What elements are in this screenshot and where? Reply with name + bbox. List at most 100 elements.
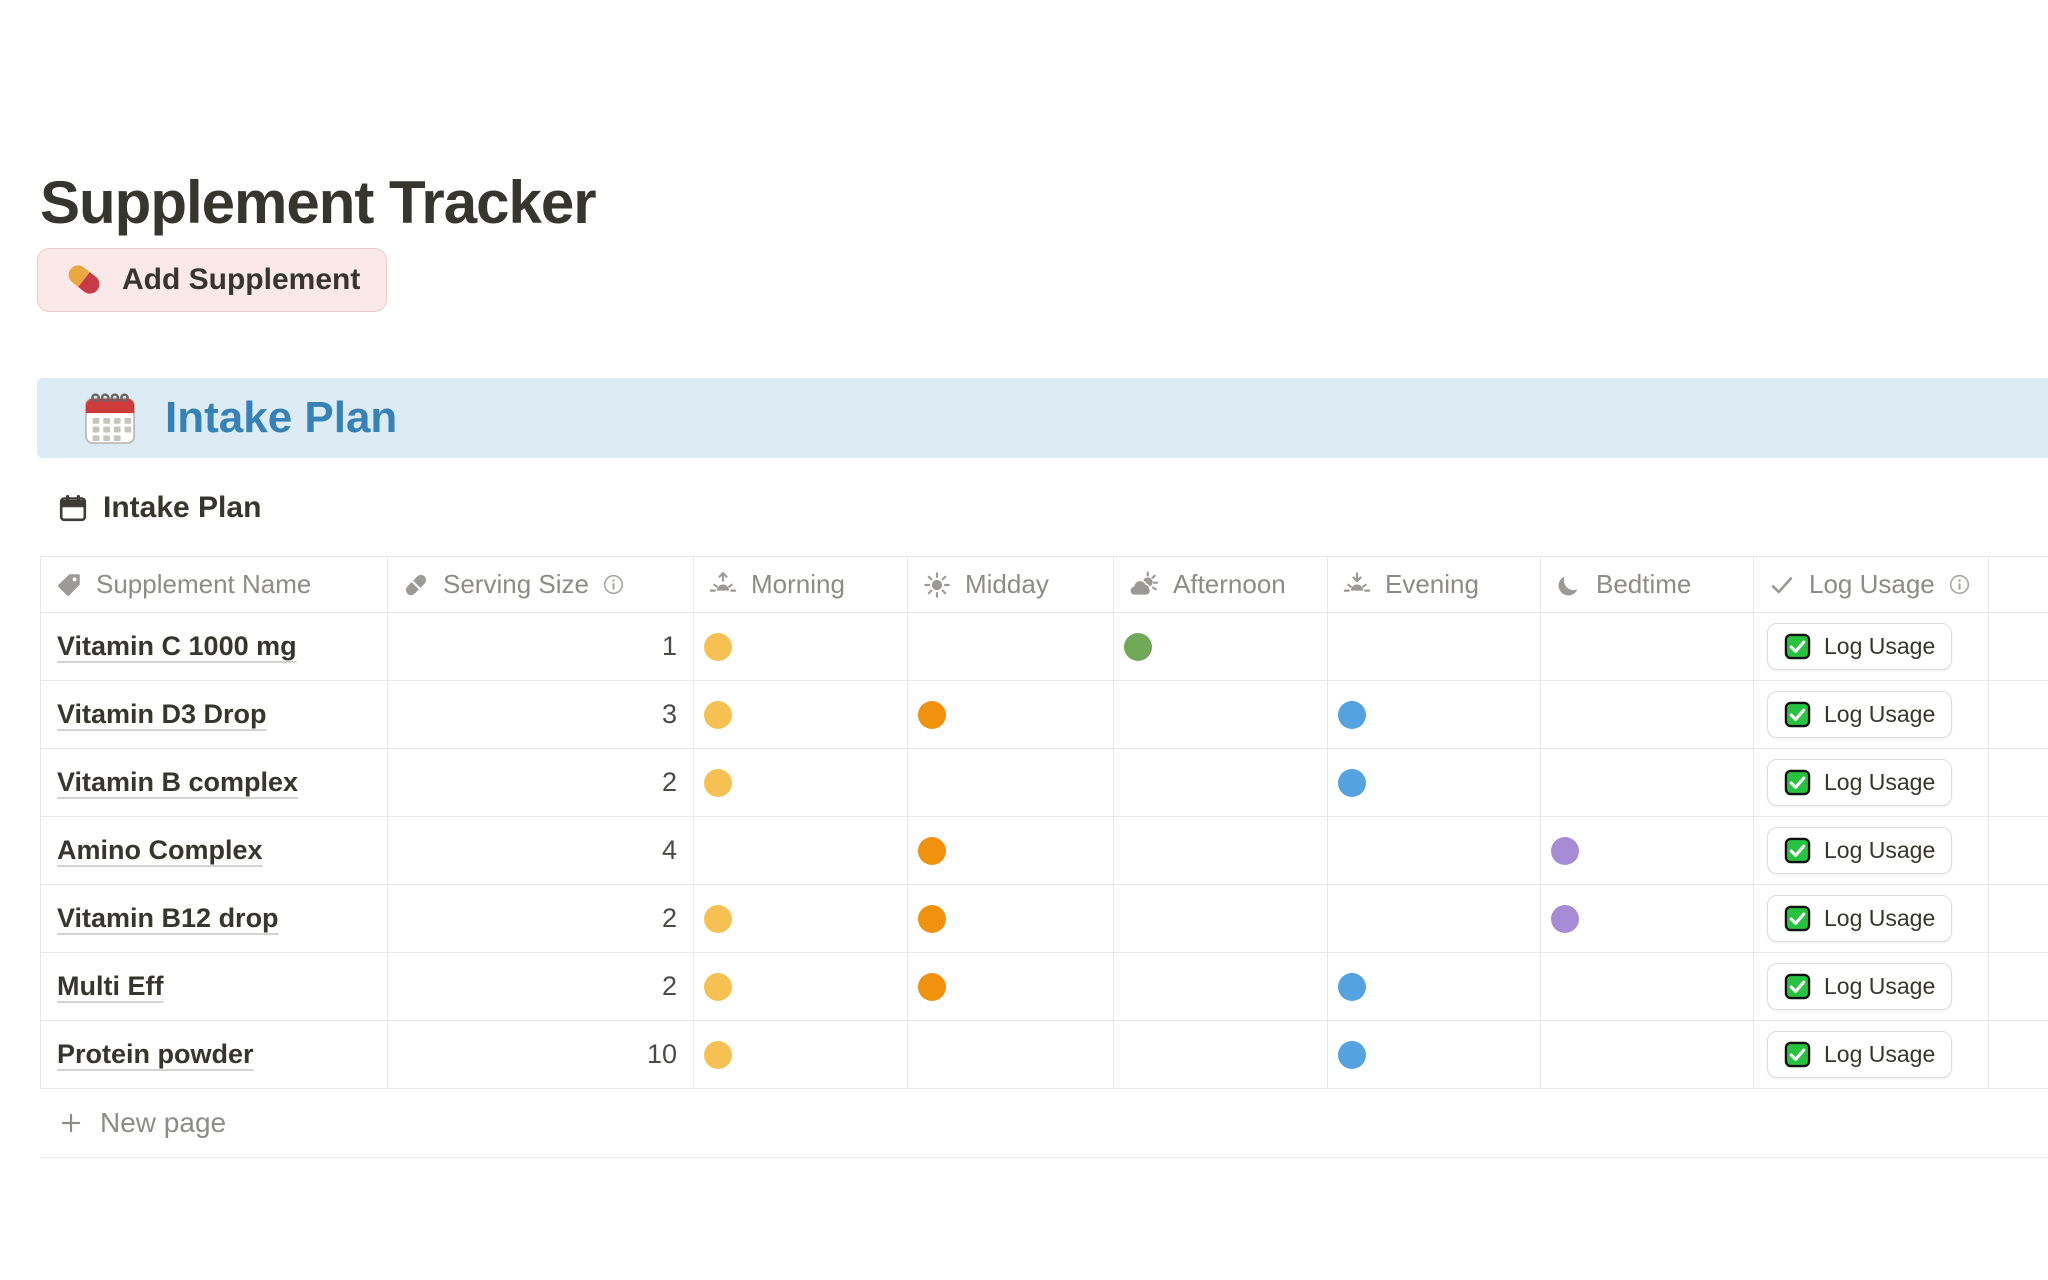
bedtime-cell[interactable] (1541, 613, 1754, 680)
add-supplement-button[interactable]: Add Supplement (37, 248, 388, 312)
evening-dot (1338, 972, 1366, 1001)
serving-size-value: 4 (661, 835, 677, 865)
column-label: Morning (751, 569, 845, 599)
supplement-page-link[interactable]: Vitamin D3 Drop (57, 699, 267, 729)
morning-cell[interactable] (694, 681, 908, 748)
evening-cell[interactable] (1328, 613, 1541, 680)
column-label: Evening (1385, 569, 1479, 599)
serving-size-value: 2 (661, 971, 677, 1001)
serving-size-value: 2 (661, 767, 677, 797)
serving-size-cell[interactable]: 10 (388, 1021, 694, 1088)
supplement-name-cell[interactable]: Protein powder (41, 1021, 388, 1088)
column-header-bedtime[interactable]: Bedtime (1541, 557, 1754, 612)
afternoon-cell[interactable] (1114, 817, 1328, 884)
serving-size-cell[interactable]: 2 (388, 953, 694, 1020)
afternoon-cell[interactable] (1114, 953, 1328, 1020)
supplement-name-cell[interactable]: Multi Eff (41, 953, 388, 1020)
log-usage-button[interactable]: Log Usage (1767, 759, 1953, 806)
supplement-page-link[interactable]: Vitamin B12 drop (57, 903, 279, 933)
spiral-calendar-icon (84, 393, 136, 445)
column-header-morning[interactable]: Morning (694, 557, 908, 612)
supplement-page-link[interactable]: Vitamin B complex (57, 767, 299, 797)
serving-size-cell[interactable]: 2 (388, 749, 694, 816)
supplement-name-cell[interactable]: Vitamin B complex (41, 749, 388, 816)
supplement-page-link[interactable]: Multi Eff (57, 971, 164, 1001)
bedtime-cell[interactable] (1541, 1021, 1754, 1088)
evening-dot (1338, 700, 1366, 729)
midday-dot (918, 904, 946, 933)
column-label: Afternoon (1173, 569, 1286, 599)
log-usage-button[interactable]: Log Usage (1767, 691, 1953, 738)
supplement-name-cell[interactable]: Vitamin D3 Drop (41, 681, 388, 748)
midday-cell[interactable] (908, 1021, 1114, 1088)
supplement-name-cell[interactable]: Vitamin B12 drop (41, 885, 388, 952)
evening-cell[interactable] (1328, 681, 1541, 748)
bedtime-dot (1551, 904, 1579, 933)
serving-size-cell[interactable]: 3 (388, 681, 694, 748)
morning-dot (704, 972, 732, 1001)
midday-cell[interactable] (908, 953, 1114, 1020)
bedtime-cell[interactable] (1541, 953, 1754, 1020)
supplement-page-link[interactable]: Vitamin C 1000 mg (57, 631, 297, 661)
supplement-page-link[interactable]: Protein powder (57, 1039, 254, 1069)
column-header-serving-size[interactable]: Serving Size (388, 557, 694, 612)
table-body: Vitamin C 1000 mg 1 Log Usage Vitamin D3… (40, 613, 2048, 1089)
midday-cell[interactable] (908, 613, 1114, 680)
column-header-supplement-name[interactable]: Supplement Name (41, 557, 388, 612)
log-usage-button[interactable]: Log Usage (1767, 1031, 1953, 1078)
midday-cell[interactable] (908, 885, 1114, 952)
bedtime-cell[interactable] (1541, 681, 1754, 748)
intake-plan-callout[interactable]: Intake Plan (37, 378, 2048, 458)
morning-dot (704, 904, 732, 933)
serving-size-cell[interactable]: 1 (388, 613, 694, 680)
evening-dot (1338, 768, 1366, 797)
afternoon-cell[interactable] (1114, 681, 1328, 748)
bedtime-cell[interactable] (1541, 885, 1754, 952)
column-header-evening[interactable]: Evening (1328, 557, 1541, 612)
serving-size-cell[interactable]: 4 (388, 817, 694, 884)
supplement-page-link[interactable]: Amino Complex (57, 835, 263, 865)
evening-dot (1338, 1040, 1366, 1069)
evening-cell[interactable] (1328, 817, 1541, 884)
morning-cell[interactable] (694, 817, 908, 884)
log-usage-button[interactable]: Log Usage (1767, 963, 1953, 1010)
morning-cell[interactable] (694, 885, 908, 952)
evening-cell[interactable] (1328, 1021, 1541, 1088)
tag-icon (58, 573, 80, 596)
midday-cell[interactable] (908, 749, 1114, 816)
log-usage-button[interactable]: Log Usage (1767, 623, 1953, 670)
log-usage-button[interactable]: Log Usage (1767, 827, 1953, 874)
log-usage-cell: Log Usage (1754, 953, 1989, 1020)
evening-cell[interactable] (1328, 953, 1541, 1020)
afternoon-cell[interactable] (1114, 749, 1328, 816)
morning-cell[interactable] (694, 613, 908, 680)
log-usage-cell: Log Usage (1754, 749, 1989, 816)
sunset-icon (1343, 571, 1371, 592)
column-header-log-usage[interactable]: Log Usage (1754, 557, 1989, 612)
new-page-button[interactable]: New page (40, 1089, 2048, 1158)
evening-cell[interactable] (1328, 749, 1541, 816)
bedtime-cell[interactable] (1541, 817, 1754, 884)
afternoon-cell[interactable] (1114, 1021, 1328, 1088)
morning-cell[interactable] (694, 953, 908, 1020)
log-usage-button[interactable]: Log Usage (1767, 895, 1953, 942)
evening-cell[interactable] (1328, 885, 1541, 952)
supplement-name-cell[interactable]: Amino Complex (41, 817, 388, 884)
bedtime-cell[interactable] (1541, 749, 1754, 816)
morning-cell[interactable] (694, 1021, 908, 1088)
column-header-midday[interactable]: Midday (908, 557, 1114, 612)
database-title-label: Intake Plan (103, 491, 262, 524)
table-header-row: Supplement Name Serving Size (40, 556, 2048, 613)
database-title: Intake Plan (58, 486, 261, 530)
green-checkbox-icon (1784, 701, 1811, 728)
midday-cell[interactable] (908, 681, 1114, 748)
serving-size-value: 2 (661, 903, 677, 933)
afternoon-cell[interactable] (1114, 885, 1328, 952)
midday-cell[interactable] (908, 817, 1114, 884)
supplement-name-cell[interactable]: Vitamin C 1000 mg (41, 613, 388, 680)
afternoon-dot (1124, 632, 1152, 661)
column-header-afternoon[interactable]: Afternoon (1114, 557, 1328, 612)
morning-cell[interactable] (694, 749, 908, 816)
afternoon-cell[interactable] (1114, 613, 1328, 680)
serving-size-cell[interactable]: 2 (388, 885, 694, 952)
